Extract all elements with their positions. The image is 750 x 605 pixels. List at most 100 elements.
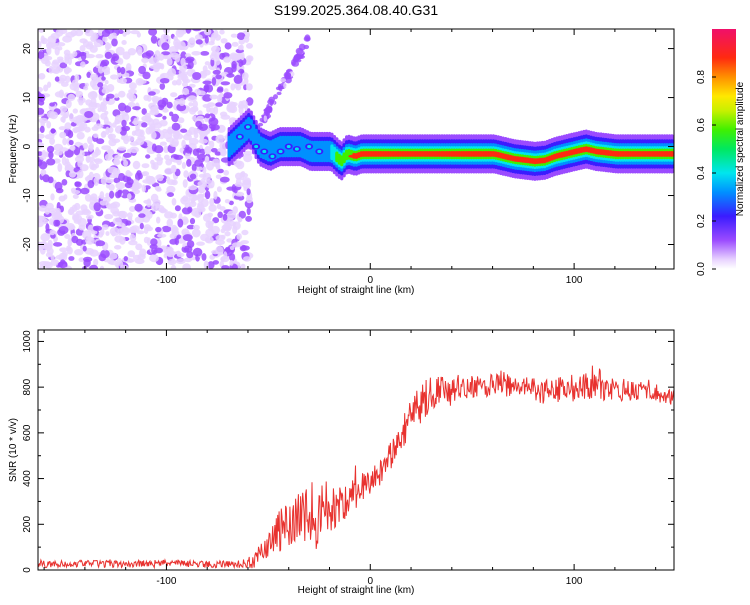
- noise-blob: [169, 141, 179, 148]
- noise-blob: [95, 240, 106, 247]
- noise-blob: [84, 29, 94, 37]
- noise-blob: [209, 53, 218, 61]
- noise-blob: [229, 259, 234, 266]
- noise-blob: [98, 253, 107, 262]
- noise-blob: [166, 57, 173, 66]
- noise-blob: [87, 180, 95, 189]
- noise-blob: [166, 185, 176, 193]
- noise-blob: [69, 206, 75, 215]
- noise-blob: [202, 183, 207, 188]
- noise-blob: [150, 131, 157, 140]
- noise-blob: [183, 170, 189, 178]
- noise-blob: [97, 66, 104, 74]
- ridge-band: [230, 133, 234, 155]
- noise-blob: [243, 256, 251, 262]
- noise-blob: [152, 97, 159, 104]
- ridge-band: [442, 151, 447, 157]
- noise-blob: [55, 29, 64, 37]
- noise-blob: [219, 176, 230, 183]
- ridge-band: [584, 146, 588, 153]
- ridge-band: [252, 124, 256, 146]
- noise-blob: [148, 91, 156, 96]
- noise-blob: [216, 87, 224, 93]
- noise-blob: [240, 240, 249, 245]
- noise-blob: [115, 46, 125, 56]
- noise-blob: [82, 230, 92, 240]
- noise-blob: [128, 88, 137, 94]
- noise-blob: [214, 58, 221, 66]
- snr-frame: [37, 329, 675, 571]
- noise-blob: [132, 181, 140, 190]
- noise-blob: [60, 81, 69, 87]
- noise-blob: [102, 36, 108, 43]
- noise-blob: [228, 200, 234, 206]
- noise-blob: [182, 195, 189, 202]
- noise-blob: [243, 186, 248, 192]
- noise-blob: [107, 258, 115, 265]
- ridge-band: [234, 128, 239, 151]
- noise-blob: [169, 111, 174, 117]
- colorbar-tick-label: 0.0: [696, 262, 707, 276]
- noise-blob: [246, 97, 254, 106]
- noise-blob: [125, 171, 133, 177]
- noise-blob: [38, 142, 44, 148]
- noise-blob: [117, 189, 122, 198]
- noise-blob: [179, 64, 188, 72]
- noise-blob: [208, 117, 219, 127]
- noise-blob: [64, 56, 69, 65]
- noise-blob: [215, 245, 224, 255]
- noise-blob: [75, 114, 85, 123]
- noise-blob: [204, 61, 211, 66]
- noise-blob: [202, 166, 207, 174]
- noise-blob: [191, 228, 201, 238]
- noise-blob: [38, 91, 41, 98]
- noise-blob: [159, 141, 167, 146]
- noise-blob: [177, 41, 186, 50]
- noise-blob: [123, 256, 128, 262]
- noise-blob: [194, 159, 204, 167]
- noise-blob: [175, 29, 184, 38]
- ridge-peak: [396, 152, 403, 156]
- noise-blob: [100, 176, 107, 185]
- noise-blob: [169, 233, 177, 239]
- noise-blob: [107, 148, 114, 155]
- noise-blob: [171, 113, 180, 123]
- noise-blob: [153, 247, 163, 254]
- noise-blob: [201, 253, 207, 261]
- streak-blob: [263, 111, 270, 116]
- noise-blob: [244, 104, 249, 111]
- noise-blob: [93, 258, 99, 266]
- noise-blob: [53, 68, 60, 74]
- noise-blob: [143, 236, 150, 244]
- streak-blob: [266, 104, 270, 111]
- noise-blob: [194, 166, 203, 171]
- y-tick-label: 0: [22, 143, 33, 149]
- noise-blob: [104, 41, 110, 51]
- noise-blob: [183, 245, 193, 253]
- noise-blob: [114, 93, 119, 99]
- noise-blob: [45, 252, 53, 258]
- noise-blob: [156, 216, 161, 224]
- noise-blob: [42, 174, 50, 183]
- noise-blob: [235, 172, 243, 180]
- ridge-band: [557, 152, 562, 159]
- noise-blob: [59, 247, 68, 253]
- noise-blob: [149, 65, 160, 70]
- noise-blob: [132, 160, 141, 170]
- noise-blob: [67, 238, 73, 247]
- noise-blob: [40, 233, 50, 242]
- ridge-band: [660, 151, 664, 157]
- noise-blob: [45, 41, 54, 50]
- noise-blob: [173, 36, 178, 41]
- noise-blob: [125, 135, 135, 142]
- noise-blob: [166, 128, 176, 133]
- noise-blob: [155, 226, 162, 233]
- noise-blob: [111, 53, 120, 62]
- snr-series-line: [38, 365, 674, 570]
- noise-blob: [38, 73, 46, 80]
- y-tick-label: 200: [22, 516, 33, 533]
- noise-blob: [246, 43, 253, 49]
- noise-blob: [41, 57, 50, 65]
- noise-blob: [166, 101, 173, 109]
